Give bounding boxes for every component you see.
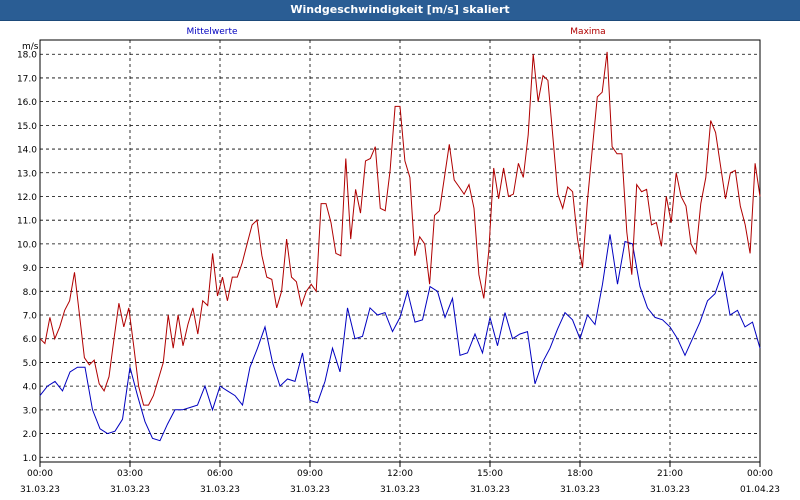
y-tick-label: 10.0 xyxy=(17,240,37,250)
y-tick-label: 7.0 xyxy=(23,312,38,322)
x-tick-label-date: 31.03.23 xyxy=(110,485,150,495)
y-tick-label: 17.0 xyxy=(17,74,37,84)
x-tick-label-time: 00:00 xyxy=(27,469,53,479)
series-line-maxima xyxy=(39,51,761,406)
y-tick-label: 13.0 xyxy=(17,169,37,179)
x-tick-label-date: 31.03.23 xyxy=(560,485,600,495)
x-tick-label-time: 21:00 xyxy=(657,469,683,479)
x-tick-label-time: 03:00 xyxy=(117,469,143,479)
y-tick-label: 11.0 xyxy=(17,217,37,227)
legend-mittelwerte: Mittelwerte xyxy=(186,27,237,37)
x-tick-label-date: 31.03.23 xyxy=(200,485,240,495)
y-tick-label: 8.0 xyxy=(23,288,38,298)
x-tick-label-date: 31.03.23 xyxy=(650,485,690,495)
y-tick-label: 9.0 xyxy=(23,264,38,274)
legend-maxima: Maxima xyxy=(570,27,605,37)
x-tick-label-time: 09:00 xyxy=(297,469,323,479)
y-tick-label: 6.0 xyxy=(23,335,38,345)
chart-title: Windgeschwindigkeit [m/s] skaliert xyxy=(0,0,800,21)
x-tick-label-date: 31.03.23 xyxy=(20,485,60,495)
x-tick-label-date: 01.04.23 xyxy=(740,485,780,495)
y-tick-label: 12.0 xyxy=(17,193,37,203)
y-axis-label: m/s xyxy=(22,42,39,52)
y-tick-label: 16.0 xyxy=(17,98,37,108)
x-tick-label-time: 18:00 xyxy=(567,469,593,479)
y-tick-label: 2.0 xyxy=(23,430,38,440)
x-tick-label-time: 00:00 xyxy=(747,469,773,479)
series-line-mittelwerte xyxy=(39,234,761,442)
x-tick-label-date: 31.03.23 xyxy=(290,485,330,495)
y-tick-label: 14.0 xyxy=(17,146,37,156)
x-tick-label-time: 06:00 xyxy=(207,469,233,479)
x-tick-label-date: 31.03.23 xyxy=(470,485,510,495)
x-tick-label-time: 15:00 xyxy=(477,469,503,479)
x-tick-label-date: 31.03.23 xyxy=(380,485,420,495)
x-tick-label-time: 12:00 xyxy=(387,469,413,479)
chart-area: 1.0 2.0 3.0 4.0 5.0 6.0 7.0 8.0 9.0 10.0 11.0 12.0 1… xyxy=(17,27,780,495)
y-tick-label: 1.0 xyxy=(23,454,38,464)
y-tick-label: 4.0 xyxy=(23,383,38,393)
y-tick-label: 18.0 xyxy=(17,51,37,61)
y-tick-label: 5.0 xyxy=(23,359,38,369)
y-tick-label: 3.0 xyxy=(23,406,38,416)
y-tick-label: 15.0 xyxy=(17,122,37,132)
